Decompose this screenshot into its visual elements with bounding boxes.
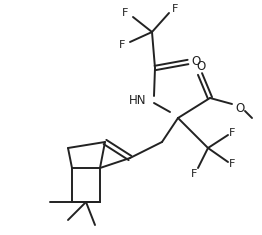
Text: F: F xyxy=(122,8,128,18)
Text: F: F xyxy=(191,169,197,179)
Text: O: O xyxy=(191,55,201,67)
Text: O: O xyxy=(196,60,206,74)
Text: F: F xyxy=(119,40,125,50)
Text: O: O xyxy=(235,102,245,114)
Text: F: F xyxy=(229,159,235,169)
Text: F: F xyxy=(229,128,235,138)
Text: F: F xyxy=(172,4,178,14)
Text: HN: HN xyxy=(128,94,146,106)
